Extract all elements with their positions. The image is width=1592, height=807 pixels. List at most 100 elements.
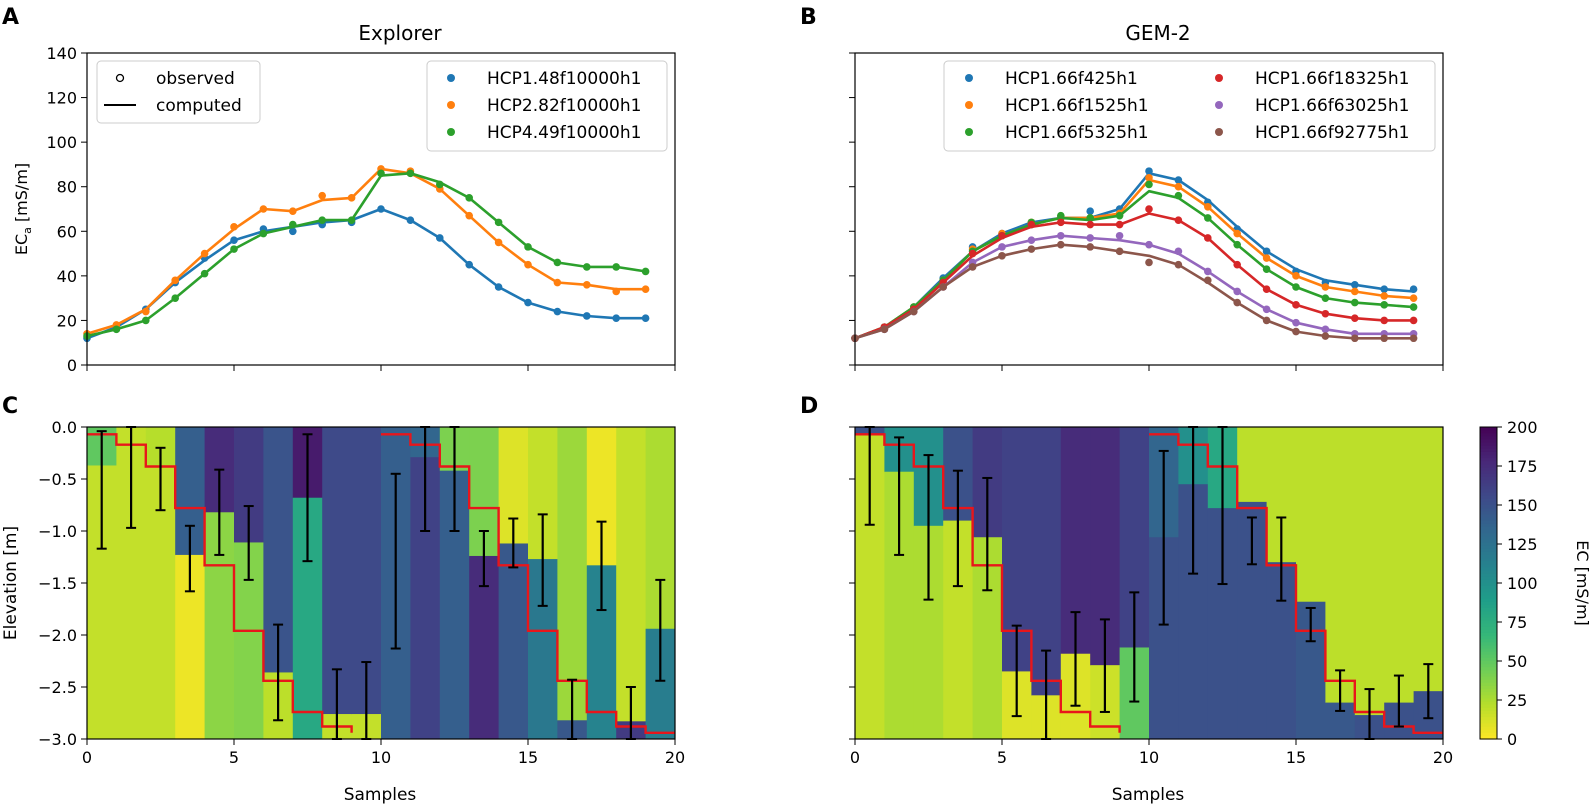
data-point	[1262, 316, 1271, 325]
colorbar-segment	[1480, 445, 1497, 450]
series-line	[854, 189, 1414, 340]
data-point	[524, 243, 532, 251]
colorbar-segment	[1480, 673, 1497, 678]
heatmap-cell	[557, 427, 588, 721]
series-line	[86, 167, 646, 336]
data-point	[1351, 298, 1359, 307]
colorbar-segment	[1480, 704, 1497, 709]
colorbar-tick-label: 150	[1507, 496, 1538, 515]
y-tick-label: 80	[57, 178, 77, 197]
x-tick-label: 10	[1139, 748, 1159, 767]
colorbar-segment	[1480, 589, 1497, 593]
ylabel-eca: ECa [mS/m]	[12, 163, 34, 255]
panel-letter-d: D	[800, 394, 818, 419]
y-tick-label: −1.0	[38, 522, 77, 541]
data-point	[1409, 303, 1418, 311]
data-point	[494, 218, 503, 227]
colorbar-segment	[1480, 523, 1497, 528]
colorbar-segment	[1480, 451, 1497, 456]
data-point	[1027, 236, 1036, 244]
legend-marker	[965, 74, 973, 82]
data-point	[939, 283, 947, 291]
legend-marker	[447, 101, 455, 109]
colorbar-segment	[1480, 661, 1497, 665]
colorbar-segment	[1480, 505, 1497, 509]
legend-series-label: HCP1.66f63025h1	[1255, 96, 1409, 116]
depth-step-line	[855, 433, 1121, 733]
colorbar-segment	[1480, 592, 1497, 597]
colorbar-segment	[1480, 545, 1497, 550]
colorbar-tick-label: 25	[1507, 691, 1527, 710]
data-point	[1380, 285, 1388, 294]
colorbar-label: EC [mS/m]	[1573, 540, 1592, 626]
data-point	[318, 191, 327, 200]
y-tick-label: 0	[67, 356, 77, 375]
data-point	[1204, 234, 1212, 242]
colorbar-segment	[1480, 564, 1497, 568]
legend-observed-marker	[115, 73, 125, 83]
data-point	[1380, 301, 1388, 309]
heatmap-cell	[1296, 427, 1326, 603]
data-point	[436, 180, 444, 189]
heatmap-cell	[1325, 427, 1356, 704]
x-tick-label: 0	[82, 748, 92, 767]
colorbar-segment	[1480, 598, 1497, 603]
colorbar-segment	[1480, 561, 1497, 565]
colorbar-tick-label: 75	[1507, 613, 1527, 632]
data-point	[1409, 334, 1418, 343]
colorbar-segment	[1480, 723, 1497, 728]
data-point	[377, 169, 385, 178]
data-point	[142, 316, 150, 325]
y-tick-label: 0.0	[52, 418, 77, 437]
colorbar-segment	[1480, 570, 1497, 575]
colorbar-tick-label: 125	[1507, 535, 1538, 554]
colorbar-segment	[1480, 710, 1497, 715]
colorbar-segment	[1480, 470, 1497, 475]
panel-letter-b: B	[800, 5, 817, 30]
depth-step-line	[87, 433, 353, 733]
x-tick-label: 15	[1286, 748, 1306, 767]
colorbar-segment	[1480, 442, 1497, 447]
colorbar-segment	[1480, 620, 1497, 625]
data-point	[524, 260, 532, 269]
colorbar-tick-label: 0	[1507, 730, 1517, 749]
colorbar-segment	[1480, 583, 1497, 587]
panel-a-line-chart: 0 20 40 60 80 100 120 140	[46, 44, 676, 375]
data-point	[1233, 260, 1241, 269]
colorbar-segment	[1480, 464, 1497, 469]
data-point	[1027, 245, 1036, 253]
data-point	[171, 294, 179, 302]
data-point	[347, 194, 356, 202]
data-point	[200, 269, 209, 278]
colorbar-segment	[1480, 607, 1497, 612]
data-point	[1086, 207, 1094, 216]
colorbar-segment	[1480, 664, 1497, 668]
colorbar-segment	[1480, 492, 1497, 497]
data-point	[641, 267, 650, 276]
colorbar-segment	[1480, 567, 1497, 572]
data-point	[1262, 247, 1271, 256]
colorbar-segment	[1480, 679, 1497, 684]
data-point	[1174, 191, 1183, 200]
data-point	[1145, 180, 1153, 189]
colorbar-segment	[1480, 489, 1497, 494]
data-point	[1145, 205, 1153, 213]
data-point	[1321, 332, 1330, 340]
colorbar-segment	[1480, 595, 1497, 600]
data-point	[494, 238, 503, 247]
data-point	[1409, 316, 1418, 325]
data-point	[1086, 220, 1094, 229]
data-point	[1321, 294, 1330, 302]
data-point	[583, 280, 591, 289]
data-point	[465, 211, 474, 220]
x-tick-label: 5	[229, 748, 239, 767]
data-point	[641, 314, 650, 323]
legend-gem2-series: HCP1.66f425h1 HCP1.66f1525h1 HCP1.66f5325h…	[943, 60, 1436, 152]
colorbar-segment	[1480, 529, 1497, 534]
data-point	[1321, 283, 1330, 291]
x-tick-label: 20	[665, 748, 685, 767]
legend-style: observed computed	[96, 60, 261, 124]
legend-marker	[1215, 101, 1223, 109]
data-point	[880, 325, 889, 334]
colorbar-segment	[1480, 536, 1497, 540]
